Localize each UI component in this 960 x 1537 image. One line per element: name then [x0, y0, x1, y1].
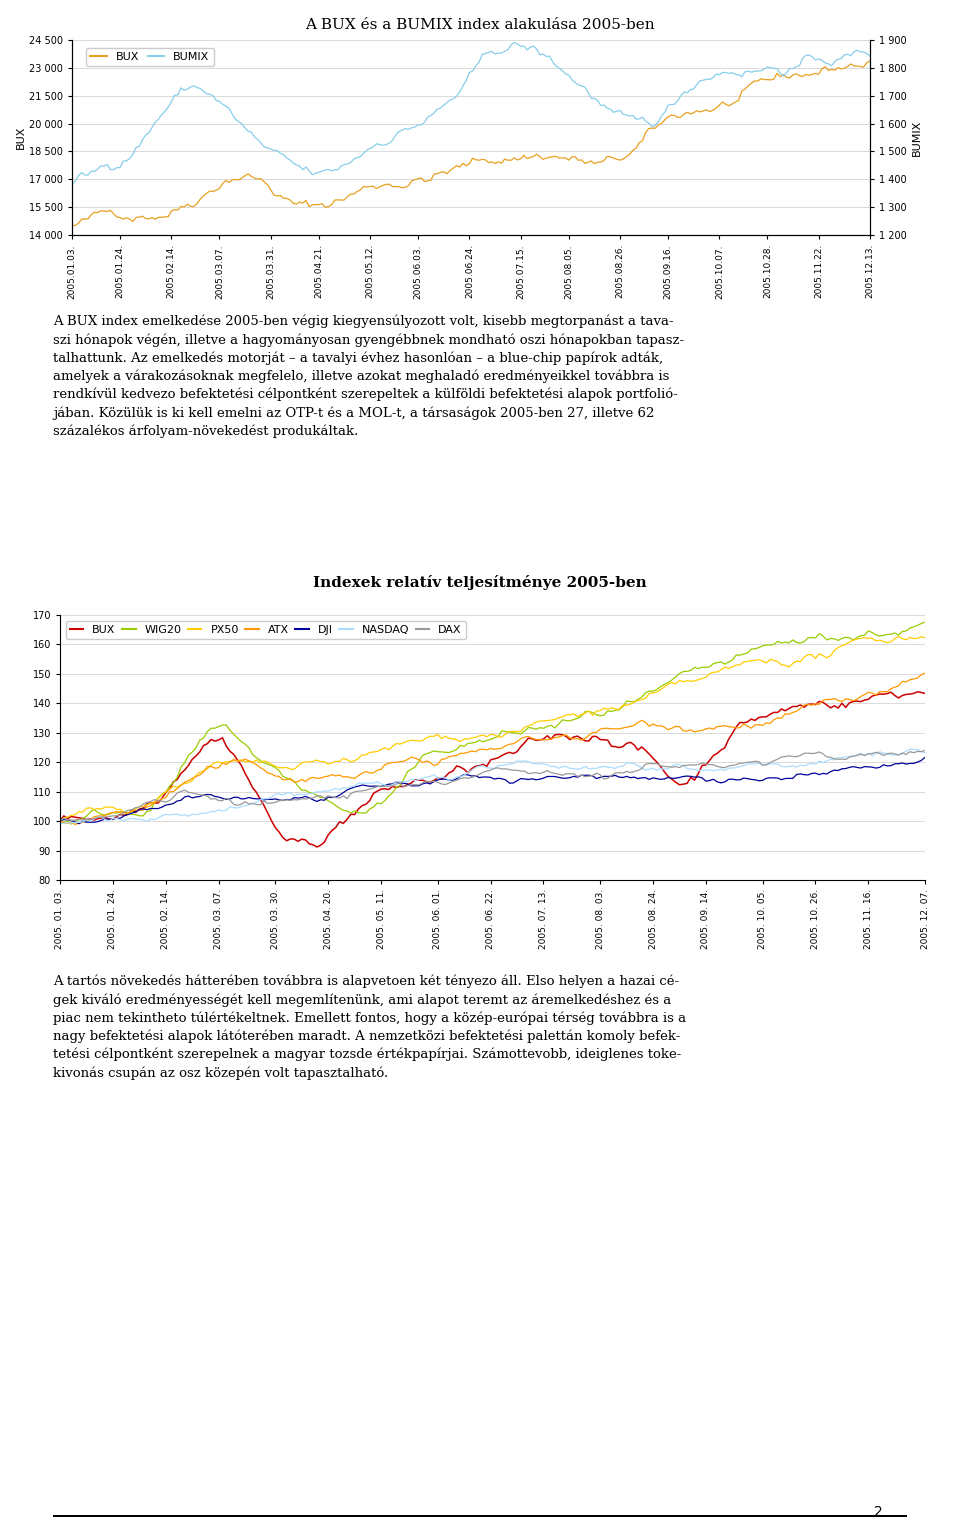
Text: A tartós növekedés hátterében továbbra is alapvetoen két tényezo áll. Elso helye: A tartós növekedés hátterében továbbra i… — [53, 974, 686, 1079]
Text: 2: 2 — [875, 1505, 883, 1519]
Text: A BUX és a BUMIX index alakulása 2005-ben: A BUX és a BUMIX index alakulása 2005-be… — [305, 18, 655, 32]
Text: Indexek relatív teljesítménye 2005-ben: Indexek relatív teljesítménye 2005-ben — [313, 575, 647, 590]
Text: A BUX index emelkedése 2005-ben végig kiegyensúlyozott volt, kisebb megtorpanást: A BUX index emelkedése 2005-ben végig ki… — [53, 315, 684, 438]
Legend: BUX, BUMIX: BUX, BUMIX — [85, 48, 214, 66]
Legend: BUX, WIG20, PX50, ATX, DJI, NASDAQ, DAX: BUX, WIG20, PX50, ATX, DJI, NASDAQ, DAX — [65, 621, 466, 639]
Y-axis label: BUMIX: BUMIX — [912, 120, 923, 155]
Y-axis label: BUX: BUX — [16, 126, 26, 149]
